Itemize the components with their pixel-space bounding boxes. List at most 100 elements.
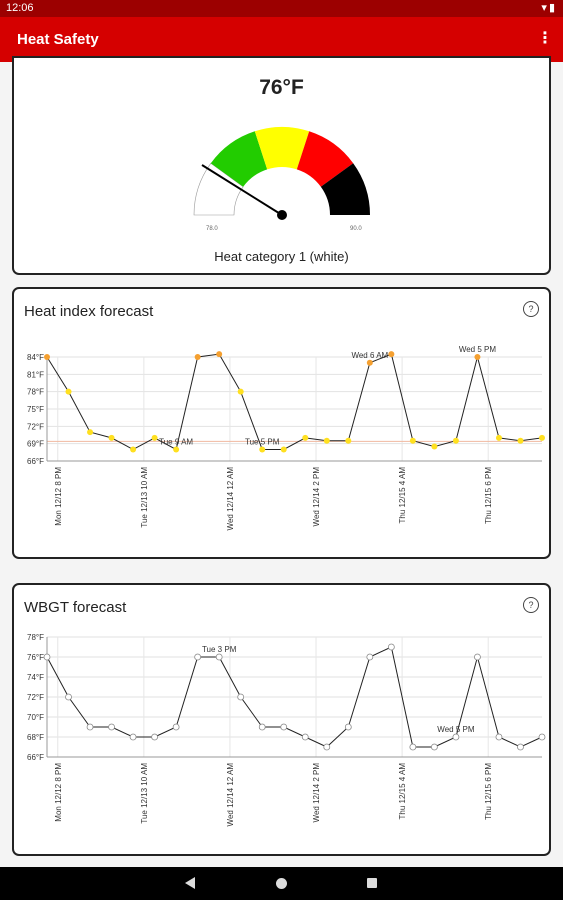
x-tick-label: Wed 12/14 2 PM — [312, 763, 321, 823]
data-point — [151, 434, 158, 441]
data-point — [108, 434, 115, 441]
gauge-segment-red — [296, 131, 354, 187]
data-label: Tue 3 PM — [202, 645, 237, 654]
data-point — [431, 443, 438, 450]
gauge-min-label: 78.0 — [206, 226, 218, 232]
data-point — [387, 643, 395, 651]
data-point — [323, 743, 331, 751]
data-point — [65, 693, 72, 701]
data-point — [130, 446, 137, 453]
x-tick-label: Mon 12/12 8 PM — [54, 763, 63, 822]
data-point — [280, 446, 287, 453]
data-point — [323, 437, 330, 444]
data-point — [87, 429, 94, 436]
data-point — [517, 437, 524, 444]
home-icon[interactable] — [276, 878, 287, 889]
data-point — [258, 723, 266, 731]
data-point — [517, 743, 524, 751]
y-tick-label: 66°F — [27, 753, 44, 762]
data-point — [409, 743, 417, 751]
y-tick-label: 81°F — [27, 370, 44, 379]
data-label: Wed 6 AM — [351, 351, 388, 360]
series-line — [46, 646, 543, 748]
data-point — [344, 723, 352, 731]
series-line — [46, 353, 543, 451]
y-tick-label: 78°F — [27, 633, 44, 642]
data-point — [86, 723, 94, 731]
data-point — [194, 653, 202, 661]
data-point — [430, 743, 438, 751]
temperature-value: 76°F — [259, 76, 304, 99]
x-tick-label: Thu 12/15 6 PM — [484, 467, 493, 524]
data-point — [216, 351, 223, 358]
help-circle-icon[interactable]: ? — [523, 301, 539, 317]
data-point — [495, 733, 503, 741]
y-tick-label: 72°F — [27, 693, 44, 702]
gauge-needle-pivot — [277, 210, 287, 220]
gauge-segment-yellow — [254, 127, 310, 170]
more-vert-icon[interactable]: ⋮ — [537, 30, 553, 47]
data-label: Tue 9 AM — [159, 437, 193, 446]
data-point — [474, 653, 481, 661]
status-bar: 12:06 ▾▮ — [0, 0, 563, 17]
data-point — [538, 733, 546, 741]
data-point — [409, 437, 416, 444]
gauge-segment-black — [320, 163, 370, 215]
data-point — [173, 446, 180, 453]
x-tick-label: Wed 12/14 12 AM — [226, 763, 235, 827]
wifi-battery-icons: ▾▮ — [541, 2, 557, 14]
data-point — [366, 359, 373, 366]
status-time: 12:06 — [6, 2, 34, 14]
data-point — [215, 653, 223, 661]
wbgt-chart: 78°F 76°F 74°F 72°F 70°F 68°F 66°F Mon 12/12 8 … — [27, 633, 546, 827]
x-tick-label: Thu 12/15 4 AM — [398, 763, 407, 820]
data-point — [194, 354, 201, 360]
data-label: Wed 5 PM — [437, 725, 475, 734]
y-tick-label: 68°F — [27, 733, 44, 742]
data-point — [65, 388, 72, 395]
data-point — [237, 693, 245, 701]
gauge-needle — [201, 164, 283, 216]
y-tick-label: 76°F — [27, 653, 44, 662]
y-tick-label: 69°F — [27, 440, 44, 449]
gauge-card: 76°F 78.0 90.0 Heat category 1 (white) — [12, 56, 551, 275]
y-tick-label: 72°F — [27, 422, 44, 431]
x-tick-label: Mon 12/12 8 PM — [54, 467, 63, 526]
y-tick-label: 74°F — [27, 673, 44, 682]
heat-gauge: 78.0 90.0 — [193, 127, 370, 232]
data-point — [43, 653, 51, 661]
heat-category: Heat category 1 (white) — [214, 249, 349, 264]
data-point — [151, 733, 159, 741]
data-point — [259, 446, 266, 453]
help-circle-icon[interactable]: ? — [523, 597, 539, 613]
y-tick-label: 75°F — [27, 405, 44, 414]
data-point — [388, 351, 395, 358]
x-tick-label: Thu 12/15 6 PM — [484, 763, 493, 820]
app-title: Heat Safety — [17, 31, 99, 48]
data-point — [44, 354, 50, 360]
wbgt-card: WBGT forecast ? 78°F 76°F 74°F 72°F 70°F 68°F… — [12, 583, 551, 856]
y-tick-label: 70°F — [27, 713, 44, 722]
x-tick-label: Wed 12/14 2 PM — [312, 467, 321, 527]
data-point — [108, 723, 115, 731]
data-point — [172, 723, 180, 731]
data-label: Wed 5 PM — [459, 345, 497, 354]
back-icon[interactable] — [185, 877, 195, 889]
data-point — [539, 434, 545, 441]
recents-icon[interactable] — [367, 878, 377, 888]
x-tick-label: Thu 12/15 4 AM — [398, 467, 407, 524]
navigation-bar — [0, 867, 563, 900]
heat-index-chart: 84°F 81°F 78°F 75°F 72°F 69°F 66°F Mon 12/12 8 … — [27, 345, 545, 531]
data-point — [237, 388, 244, 395]
x-tick-label: Tue 12/13 10 AM — [140, 763, 149, 824]
x-tick-label: Wed 12/14 12 AM — [226, 467, 235, 531]
data-point — [452, 733, 460, 741]
x-tick-label: Tue 12/13 10 AM — [140, 467, 149, 528]
data-point — [280, 723, 288, 731]
y-tick-label: 66°F — [27, 457, 44, 466]
data-label: Tue 5 PM — [245, 437, 280, 446]
data-point — [474, 354, 481, 360]
y-tick-label: 84°F — [27, 353, 44, 362]
data-point — [345, 437, 352, 444]
data-point — [129, 733, 137, 741]
